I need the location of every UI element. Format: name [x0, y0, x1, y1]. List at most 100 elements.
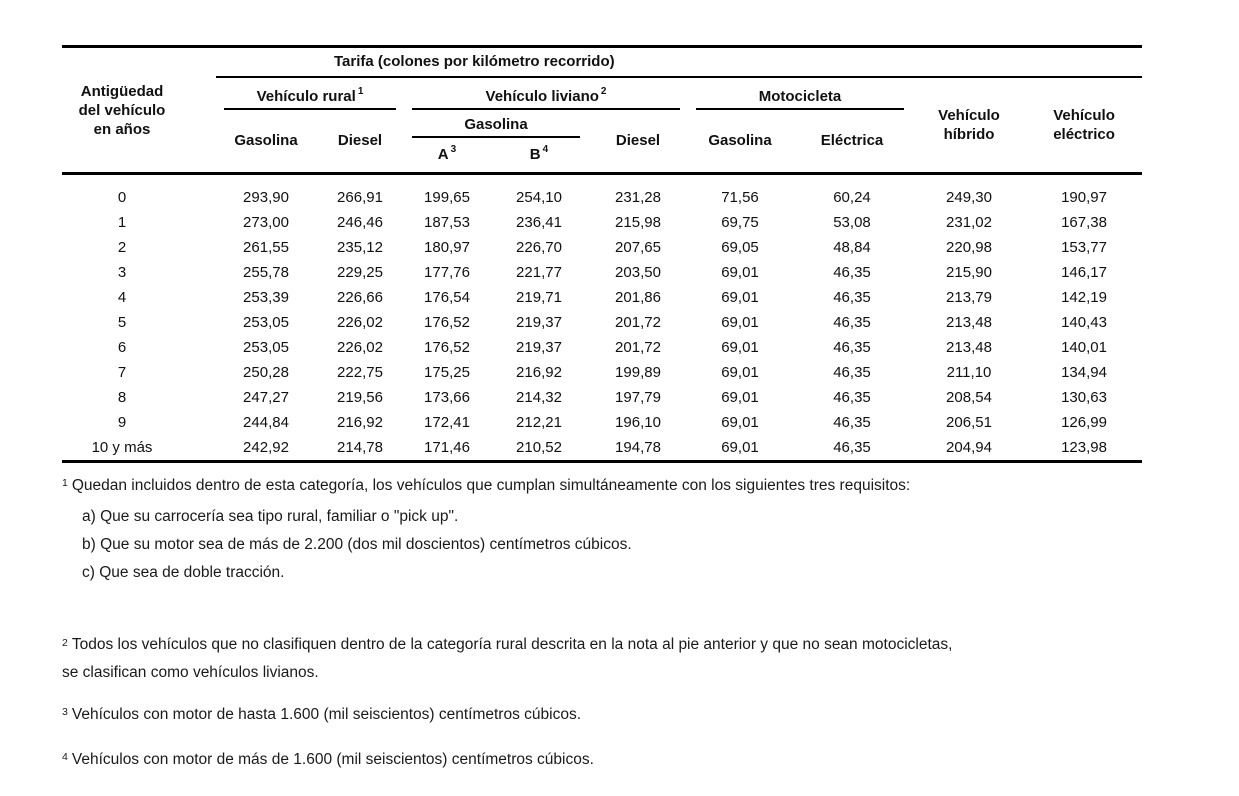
value-cell: 69,01 [721, 289, 759, 306]
age-cell: 0 [117, 189, 127, 206]
value-cell: 46,35 [833, 314, 871, 331]
value-cell: 48,84 [833, 239, 871, 256]
value-cell: 247,27 [243, 389, 289, 406]
value-cell: 69,01 [721, 264, 759, 281]
value-cell: 194,78 [615, 439, 661, 456]
value-cell: 244,84 [243, 414, 289, 431]
value-cell: 249,30 [946, 189, 992, 206]
value-cell: 214,32 [516, 389, 562, 406]
value-cell: 219,56 [337, 389, 383, 406]
age-cell: 1 [117, 214, 127, 231]
value-cell: 226,02 [337, 339, 383, 356]
value-cell: 203,50 [615, 264, 661, 281]
value-cell: 253,39 [243, 289, 289, 306]
table-body: 0 293,90 266,91 199,65 254,10 231,28 71,56 60,2… [62, 174, 1142, 462]
value-cell: 246,46 [337, 214, 383, 231]
value-cell: 146,17 [1061, 264, 1107, 281]
footnote-3: 3 Vehículos con motor de hasta 1.600 (mil… [62, 704, 1142, 725]
value-cell: 176,52 [424, 314, 470, 331]
age-cell: 3 [117, 264, 127, 281]
col-header-electrico: Vehículo eléctrico [1026, 77, 1142, 174]
value-cell: 215,90 [946, 264, 992, 281]
table-title-text: Tarifa (colones por kilómetro recorrido) [334, 53, 615, 71]
value-cell: 201,86 [615, 289, 661, 306]
value-cell: 171,46 [424, 439, 470, 456]
table-row: 9 244,84 216,92 172,41 212,21 196,10 69,01 46,3… [62, 410, 1142, 435]
value-cell: 211,10 [946, 364, 992, 381]
value-cell: 126,99 [1061, 414, 1107, 431]
table-row: 2 261,55 235,12 180,97 226,70 207,65 69,05 48,8… [62, 235, 1142, 260]
table-row: 4 253,39 226,66 176,54 219,71 201,86 69,01 46,3… [62, 285, 1142, 310]
group-label: Motocicleta [758, 87, 842, 105]
header-line: eléctrico [1053, 125, 1115, 143]
value-cell: 215,98 [615, 214, 661, 231]
value-cell: 46,35 [833, 264, 871, 281]
footnote-ref-1: 1 [357, 85, 364, 97]
value-cell: 213,48 [946, 339, 992, 356]
value-cell: 219,37 [516, 314, 562, 331]
age-cell: 9 [117, 414, 127, 431]
value-cell: 175,25 [424, 364, 470, 381]
col-header-rural-diesel: Diesel [337, 132, 383, 150]
value-cell: 226,66 [337, 289, 383, 306]
value-cell: 273,00 [243, 214, 289, 231]
value-cell: 197,79 [615, 389, 661, 406]
value-cell: 220,98 [946, 239, 992, 256]
group-header-motocicleta: Motocicleta [688, 77, 912, 110]
footnote-number: 2 [62, 637, 68, 649]
header-label: A [437, 146, 449, 164]
value-cell: 140,43 [1061, 314, 1107, 331]
footnote-4: 4 Vehículos con motor de más de 1.600 (mi… [62, 749, 1142, 770]
table-row: 8 247,27 219,56 173,66 214,32 197,79 69,01 46,3… [62, 385, 1142, 410]
value-cell: 207,65 [615, 239, 661, 256]
value-cell: 235,12 [337, 239, 383, 256]
footnote-ref-4: 4 [542, 144, 549, 156]
value-cell: 69,01 [721, 389, 759, 406]
value-cell: 201,72 [615, 314, 661, 331]
col-header-rural-gasolina: Gasolina [234, 132, 298, 150]
footnote-2: 2 Todos los vehículos que no clasifiquen … [62, 631, 962, 687]
value-cell: 254,10 [516, 189, 562, 206]
tariff-table: Antigüedad del vehículo en años Tarifa (… [62, 45, 1143, 463]
col-header-hibrido: Vehículo híbrido [912, 77, 1026, 174]
footnote-1: 1 Quedan incluidos dentro de esta categor… [62, 475, 1142, 496]
value-cell: 53,08 [833, 214, 871, 231]
value-cell: 204,94 [946, 439, 992, 456]
value-cell: 229,25 [337, 264, 383, 281]
table-row: 1 273,00 246,46 187,53 236,41 215,98 69,75 53,0… [62, 210, 1142, 235]
value-cell: 213,48 [946, 314, 992, 331]
value-cell: 199,89 [615, 364, 661, 381]
header-line: Vehículo [938, 106, 1000, 124]
col-header-moto-electrica: Eléctrica [820, 132, 884, 150]
value-cell: 201,72 [615, 339, 661, 356]
value-cell: 69,01 [721, 439, 759, 456]
value-cell: 176,52 [424, 339, 470, 356]
value-cell: 222,75 [337, 364, 383, 381]
value-cell: 213,79 [946, 289, 992, 306]
value-cell: 266,91 [337, 189, 383, 206]
value-cell: 176,54 [424, 289, 470, 306]
group-label: Vehículo rural [256, 87, 356, 105]
footnote-text: Todos los vehículos que no clasifiquen d… [62, 636, 953, 681]
age-cell: 6 [117, 339, 127, 356]
value-cell: 196,10 [615, 414, 661, 431]
value-cell: 199,65 [424, 189, 470, 206]
value-cell: 177,76 [424, 264, 470, 281]
subgroup-header-liviano-gasolina: Gasolina [404, 110, 588, 138]
age-header-line: del vehículo [78, 101, 166, 119]
value-cell: 46,35 [833, 289, 871, 306]
value-cell: 71,56 [721, 189, 759, 206]
value-cell: 208,54 [946, 389, 992, 406]
value-cell: 46,35 [833, 364, 871, 381]
value-cell: 69,01 [721, 414, 759, 431]
age-header-line: Antigüedad [80, 82, 164, 100]
value-cell: 255,78 [243, 264, 289, 281]
age-cell: 8 [117, 389, 127, 406]
value-cell: 221,77 [516, 264, 562, 281]
value-cell: 242,92 [243, 439, 289, 456]
footnote-number: 1 [62, 477, 68, 489]
value-cell: 210,52 [516, 439, 562, 456]
value-cell: 206,51 [946, 414, 992, 431]
